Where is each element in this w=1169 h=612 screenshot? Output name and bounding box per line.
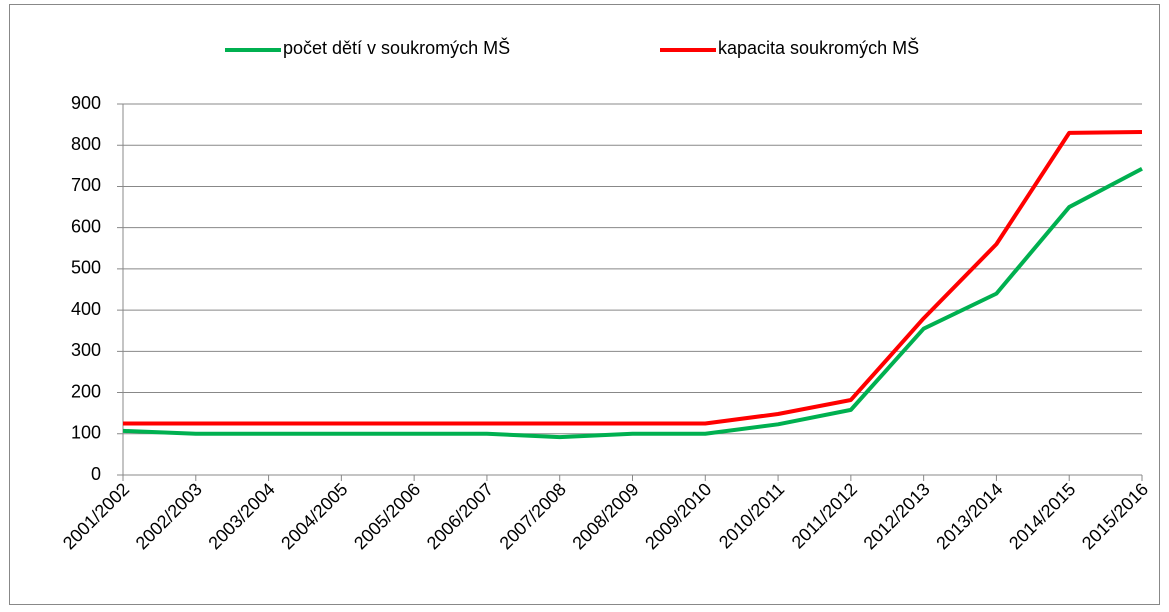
y-tick-label: 600 [71, 216, 101, 236]
legend-label: počet dětí v soukromých MŠ [283, 37, 510, 58]
y-tick-label: 900 [71, 93, 101, 113]
y-tick-label: 300 [71, 340, 101, 360]
series-line [123, 130, 1143, 426]
legend-label: kapacita soukromých MŠ [718, 37, 919, 58]
y-tick-label: 700 [71, 175, 101, 195]
series-line [122, 166, 1143, 440]
y-tick-label: 100 [71, 423, 101, 443]
y-tick-label: 800 [71, 134, 101, 154]
y-tick-label: 200 [71, 381, 101, 401]
y-tick-label: 0 [91, 464, 101, 484]
y-tick-label: 500 [71, 258, 101, 278]
y-tick-label: 400 [71, 299, 101, 319]
